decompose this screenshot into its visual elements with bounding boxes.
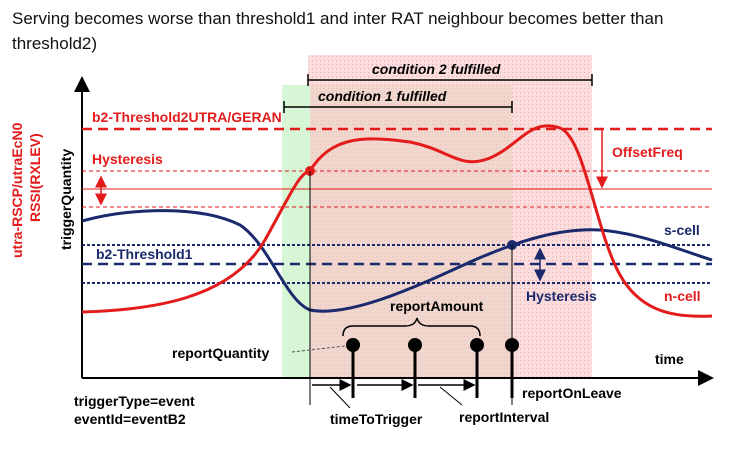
offset-freq-label: OffsetFreq [612,144,683,160]
report-amount-label: reportAmount [390,298,484,314]
time-to-trigger-label: timeToTrigger [330,411,423,427]
time-axis-label: time [655,351,684,367]
y-axis-label: triggerQuantity [58,149,74,250]
n-cell-label: n-cell [664,288,701,304]
b2-threshold1-label: b2-Threshold1 [96,246,193,262]
report-quantity-label: reportQuantity [172,345,269,361]
b2-threshold2-label: b2-Threshold2UTRA/GERAN [92,109,282,125]
y-axis-quantity-label-2: RSSI(RXLEV) [27,133,43,222]
y-axis-quantity-label-1: utra-RSCP/utraEcN0 [9,122,25,258]
trigger-type-label: triggerType=event [74,393,195,409]
hysteresis-upper-label: Hysteresis [92,151,163,167]
s-cell-label: s-cell [664,222,700,238]
hysteresis-lower-label: Hysteresis [526,288,597,304]
neighbour-cell-curve [81,124,713,318]
report-on-leave-marker [505,338,519,352]
page-title: Serving becomes worse than threshold1 an… [12,9,664,53]
report-on-leave-label: reportOnLeave [522,385,622,401]
report-marker-2 [408,338,422,352]
report-marker-1 [346,338,360,352]
report-amount-brace [342,317,481,337]
event-id-label: eventId=eventB2 [74,411,186,427]
condition2-label: condition 2 fulfilled [372,61,501,77]
report-marker-3 [470,338,484,352]
condition1-zone [282,85,310,378]
report-interval-label: reportInterval [459,409,549,425]
condition1-label: condition 1 fulfilled [318,88,447,104]
